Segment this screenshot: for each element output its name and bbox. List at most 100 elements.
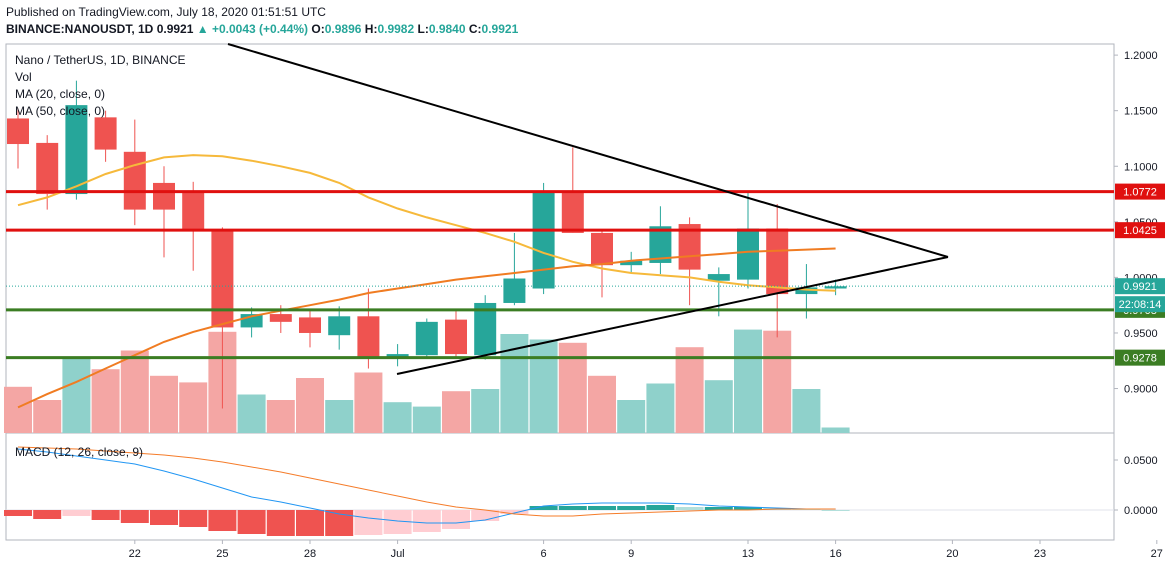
volume-bars (4, 329, 850, 433)
time-tick-label: 20 (946, 548, 958, 560)
ma50-line (17, 247, 836, 409)
volume-bar (354, 372, 383, 433)
candle-body (299, 317, 321, 333)
macd-histogram-bar (500, 510, 529, 514)
candle (123, 119, 146, 226)
volume-bar (588, 375, 616, 433)
volume-bar (675, 347, 704, 433)
candle (503, 232, 526, 306)
macd-histogram-bar (150, 510, 178, 525)
candle (211, 227, 234, 409)
legend-title: Nano / TetherUS, 1D, BINANCE (15, 53, 186, 67)
candle-body (328, 316, 351, 336)
resistance-level-2-badge (1115, 222, 1165, 239)
candle (299, 308, 321, 348)
macd-histogram-bar (675, 507, 704, 510)
last-price: 0.9921 (156, 22, 194, 36)
published-caption: Published on TradingView.com, July 18, 2… (6, 5, 326, 19)
open-label: O: (311, 22, 325, 36)
candle (474, 295, 497, 360)
candle-body (94, 117, 117, 150)
macd-histogram-bar (734, 507, 762, 510)
upper-trendline (227, 43, 949, 258)
axes: 1.20001.15001.10001.05001.00000.95000.90… (129, 50, 1163, 560)
resistance-level-1-badge (1115, 183, 1165, 200)
candle (766, 204, 789, 338)
volume-bar (617, 400, 646, 433)
volume-bar (442, 391, 470, 433)
candle (94, 110, 117, 162)
volume-bar (412, 406, 441, 433)
legend-vol: Vol (15, 70, 32, 84)
macd-histogram-bar (412, 510, 441, 532)
candle-body (211, 229, 234, 328)
time-tick-label: 28 (304, 548, 316, 560)
macd-histogram-bar (704, 507, 733, 510)
support-level-2-badge-text: 0.9278 (1123, 353, 1157, 365)
volume-bar (325, 400, 354, 433)
volume-bar (62, 358, 91, 433)
macd-histogram-bar (266, 510, 295, 536)
volume-bar (150, 375, 178, 433)
macd-tick-label: 0.0500 (1124, 455, 1158, 467)
macd-histogram-bar (529, 506, 558, 510)
volume-bar (471, 389, 500, 433)
resistance-level-1-badge-text: 1.0772 (1123, 187, 1157, 199)
macd-histogram-bar (588, 506, 616, 510)
candle (182, 181, 205, 271)
price-tick-label: 1.2000 (1124, 50, 1158, 62)
time-tick-label: 13 (742, 548, 754, 560)
macd-histogram-bar (296, 510, 324, 536)
candle (328, 306, 351, 350)
plot-frame (5, 43, 1115, 541)
volume-bar (296, 378, 324, 433)
price-tick-label: 0.9500 (1124, 328, 1158, 340)
candle-body (269, 314, 292, 322)
macd-histogram-bar (354, 510, 383, 535)
candle-body (620, 260, 643, 266)
candle (649, 206, 672, 275)
candle (386, 344, 409, 367)
symbol-name: BINANCE:NANOUSDT, 1D (6, 22, 154, 36)
ma20-line (17, 154, 836, 292)
open-value: 0.9896 (324, 22, 362, 36)
macd-histogram-bar (91, 510, 120, 520)
macd-histogram-bar (646, 505, 675, 510)
signal-line (17, 446, 836, 517)
candle-body (123, 151, 146, 210)
candle-body (591, 232, 613, 266)
time-tick-label: 22 (129, 548, 141, 560)
volume-bar (91, 369, 120, 433)
volume-bar (792, 389, 821, 433)
levels (6, 190, 1114, 360)
up-arrow-icon: ▲ (196, 22, 209, 36)
volume-bar (120, 350, 149, 433)
volume-bar (821, 427, 850, 433)
candle-body (766, 228, 789, 295)
candle-body (65, 105, 88, 195)
candle-body (824, 286, 847, 289)
high-value: 0.9982 (377, 22, 415, 36)
volume-bar (237, 394, 266, 433)
candle (532, 182, 555, 295)
macd-histogram-bar (179, 510, 208, 527)
legend-macd: MACD (12, 26, close, 9) (15, 445, 144, 459)
macd-histogram-bar (442, 510, 470, 529)
candle-body (737, 228, 759, 280)
volume-bar (266, 400, 295, 433)
high-label: H: (364, 22, 378, 36)
candle (7, 108, 29, 169)
volume-bar (383, 402, 412, 433)
price-change: +0.0043 (+0.44%) (211, 22, 309, 36)
candle (357, 288, 380, 369)
candle-body (182, 191, 205, 231)
countdown-badge (1115, 296, 1165, 313)
volume-bar (734, 329, 762, 433)
price-tick-label: 1.1500 (1124, 106, 1158, 118)
volume-bar (33, 400, 62, 433)
macd-histogram-bar (558, 506, 587, 510)
grid (5, 43, 1115, 541)
macd-histogram-bar (821, 510, 850, 511)
candle (678, 217, 701, 306)
